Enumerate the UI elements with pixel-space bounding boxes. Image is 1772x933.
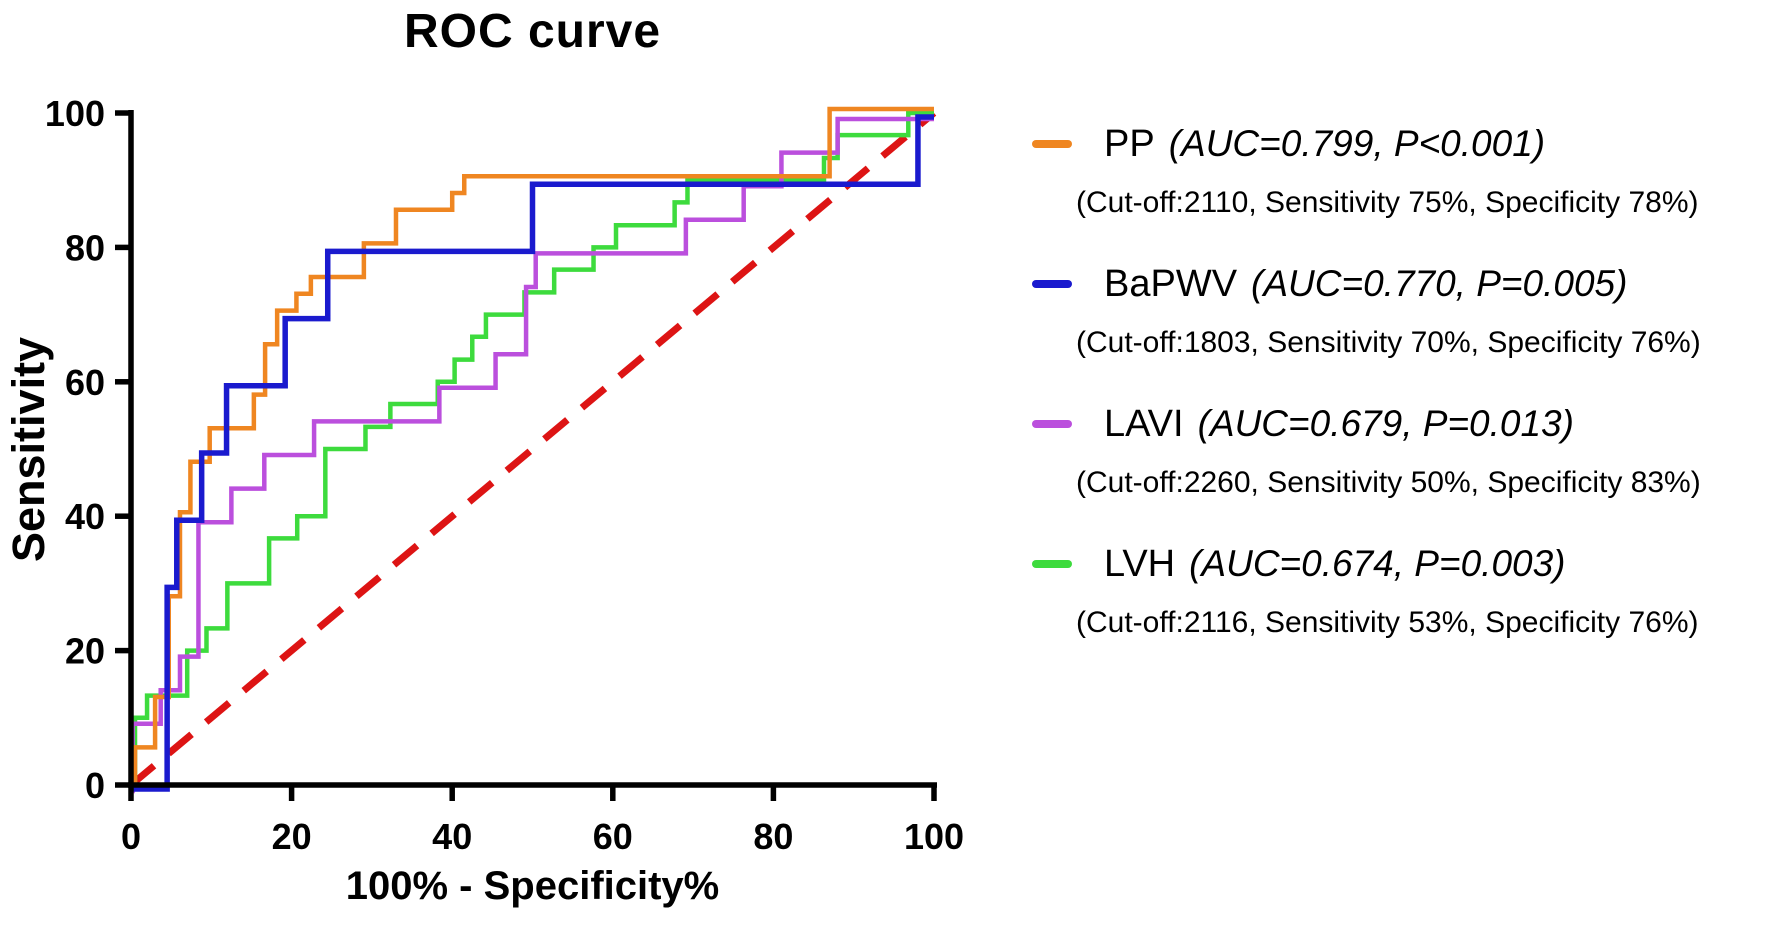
x-tick-label: 60 <box>593 816 633 857</box>
y-tick-label: 60 <box>65 362 105 403</box>
legend-series-name: BaPWV <box>1104 262 1238 305</box>
legend-series-name: PP <box>1104 122 1155 165</box>
legend-line1: LVH (AUC=0.674, P=0.003) <box>1032 540 1772 588</box>
legend-series-detail: (Cut-off:2110, Sensitivity 75%, Specific… <box>1076 186 1699 219</box>
legend-series-detail: (Cut-off:2260, Sensitivity 50%, Specific… <box>1076 466 1701 499</box>
legend-series-stats: (AUC=0.674, P=0.003) <box>1189 543 1566 584</box>
legend-series-stats: (AUC=0.770, P=0.005) <box>1251 263 1628 304</box>
roc-curve-lvh <box>131 110 934 788</box>
legend-line1: PP (AUC=0.799, P<0.001) <box>1032 120 1772 168</box>
x-tick-label: 80 <box>753 816 793 857</box>
legend-series-stats: (AUC=0.679, P=0.013) <box>1197 403 1574 444</box>
y-tick-label: 100 <box>45 93 105 134</box>
y-tick-label: 0 <box>85 765 105 806</box>
legend-entry-lvh: LVH (AUC=0.674, P=0.003) (Cut-off:2116, … <box>1032 540 1772 644</box>
legend-series-detail: (Cut-off:2116, Sensitivity 53%, Specific… <box>1076 606 1699 639</box>
y-tick-label: 40 <box>65 496 105 537</box>
legend-entry-pp: PP (AUC=0.799, P<0.001) (Cut-off:2110, S… <box>1032 120 1772 224</box>
legend-line1: LAVI (AUC=0.679, P=0.013) <box>1032 400 1772 448</box>
pp-line-swatch <box>1032 140 1072 148</box>
legend-series-name: LVH <box>1104 542 1176 585</box>
bapwv-line-swatch <box>1032 280 1072 288</box>
lvh-line-swatch <box>1032 560 1072 568</box>
legend: PP (AUC=0.799, P<0.001) (Cut-off:2110, S… <box>1032 120 1772 680</box>
chance-diagonal-line <box>128 110 937 788</box>
x-tick-label: 20 <box>272 816 312 857</box>
y-tick-label: 80 <box>65 227 105 268</box>
legend-entry-bapwv: BaPWV (AUC=0.770, P=0.005) (Cut-off:1803… <box>1032 260 1772 364</box>
y-tick-label: 20 <box>65 631 105 672</box>
axes <box>115 110 937 801</box>
legend-series-stats: (AUC=0.799, P<0.001) <box>1168 123 1546 164</box>
legend-series-name: LAVI <box>1104 402 1184 445</box>
legend-entry-lavi: LAVI (AUC=0.679, P=0.013) (Cut-off:2260,… <box>1032 400 1772 504</box>
x-axis-label: 100% - Specificity% <box>345 864 720 908</box>
roc-curve-bapwv <box>131 114 934 792</box>
roc-curve-lavi <box>130 116 934 794</box>
legend-line1: BaPWV (AUC=0.770, P=0.005) <box>1032 260 1772 308</box>
x-tick-label: 40 <box>432 816 472 857</box>
chart-title: ROC curve <box>403 5 662 58</box>
x-tick-label: 0 <box>121 816 141 857</box>
x-tick-label: 100 <box>904 816 964 857</box>
lavi-line-swatch <box>1032 420 1072 428</box>
legend-series-detail: (Cut-off:1803, Sensitivity 70%, Specific… <box>1076 326 1701 359</box>
